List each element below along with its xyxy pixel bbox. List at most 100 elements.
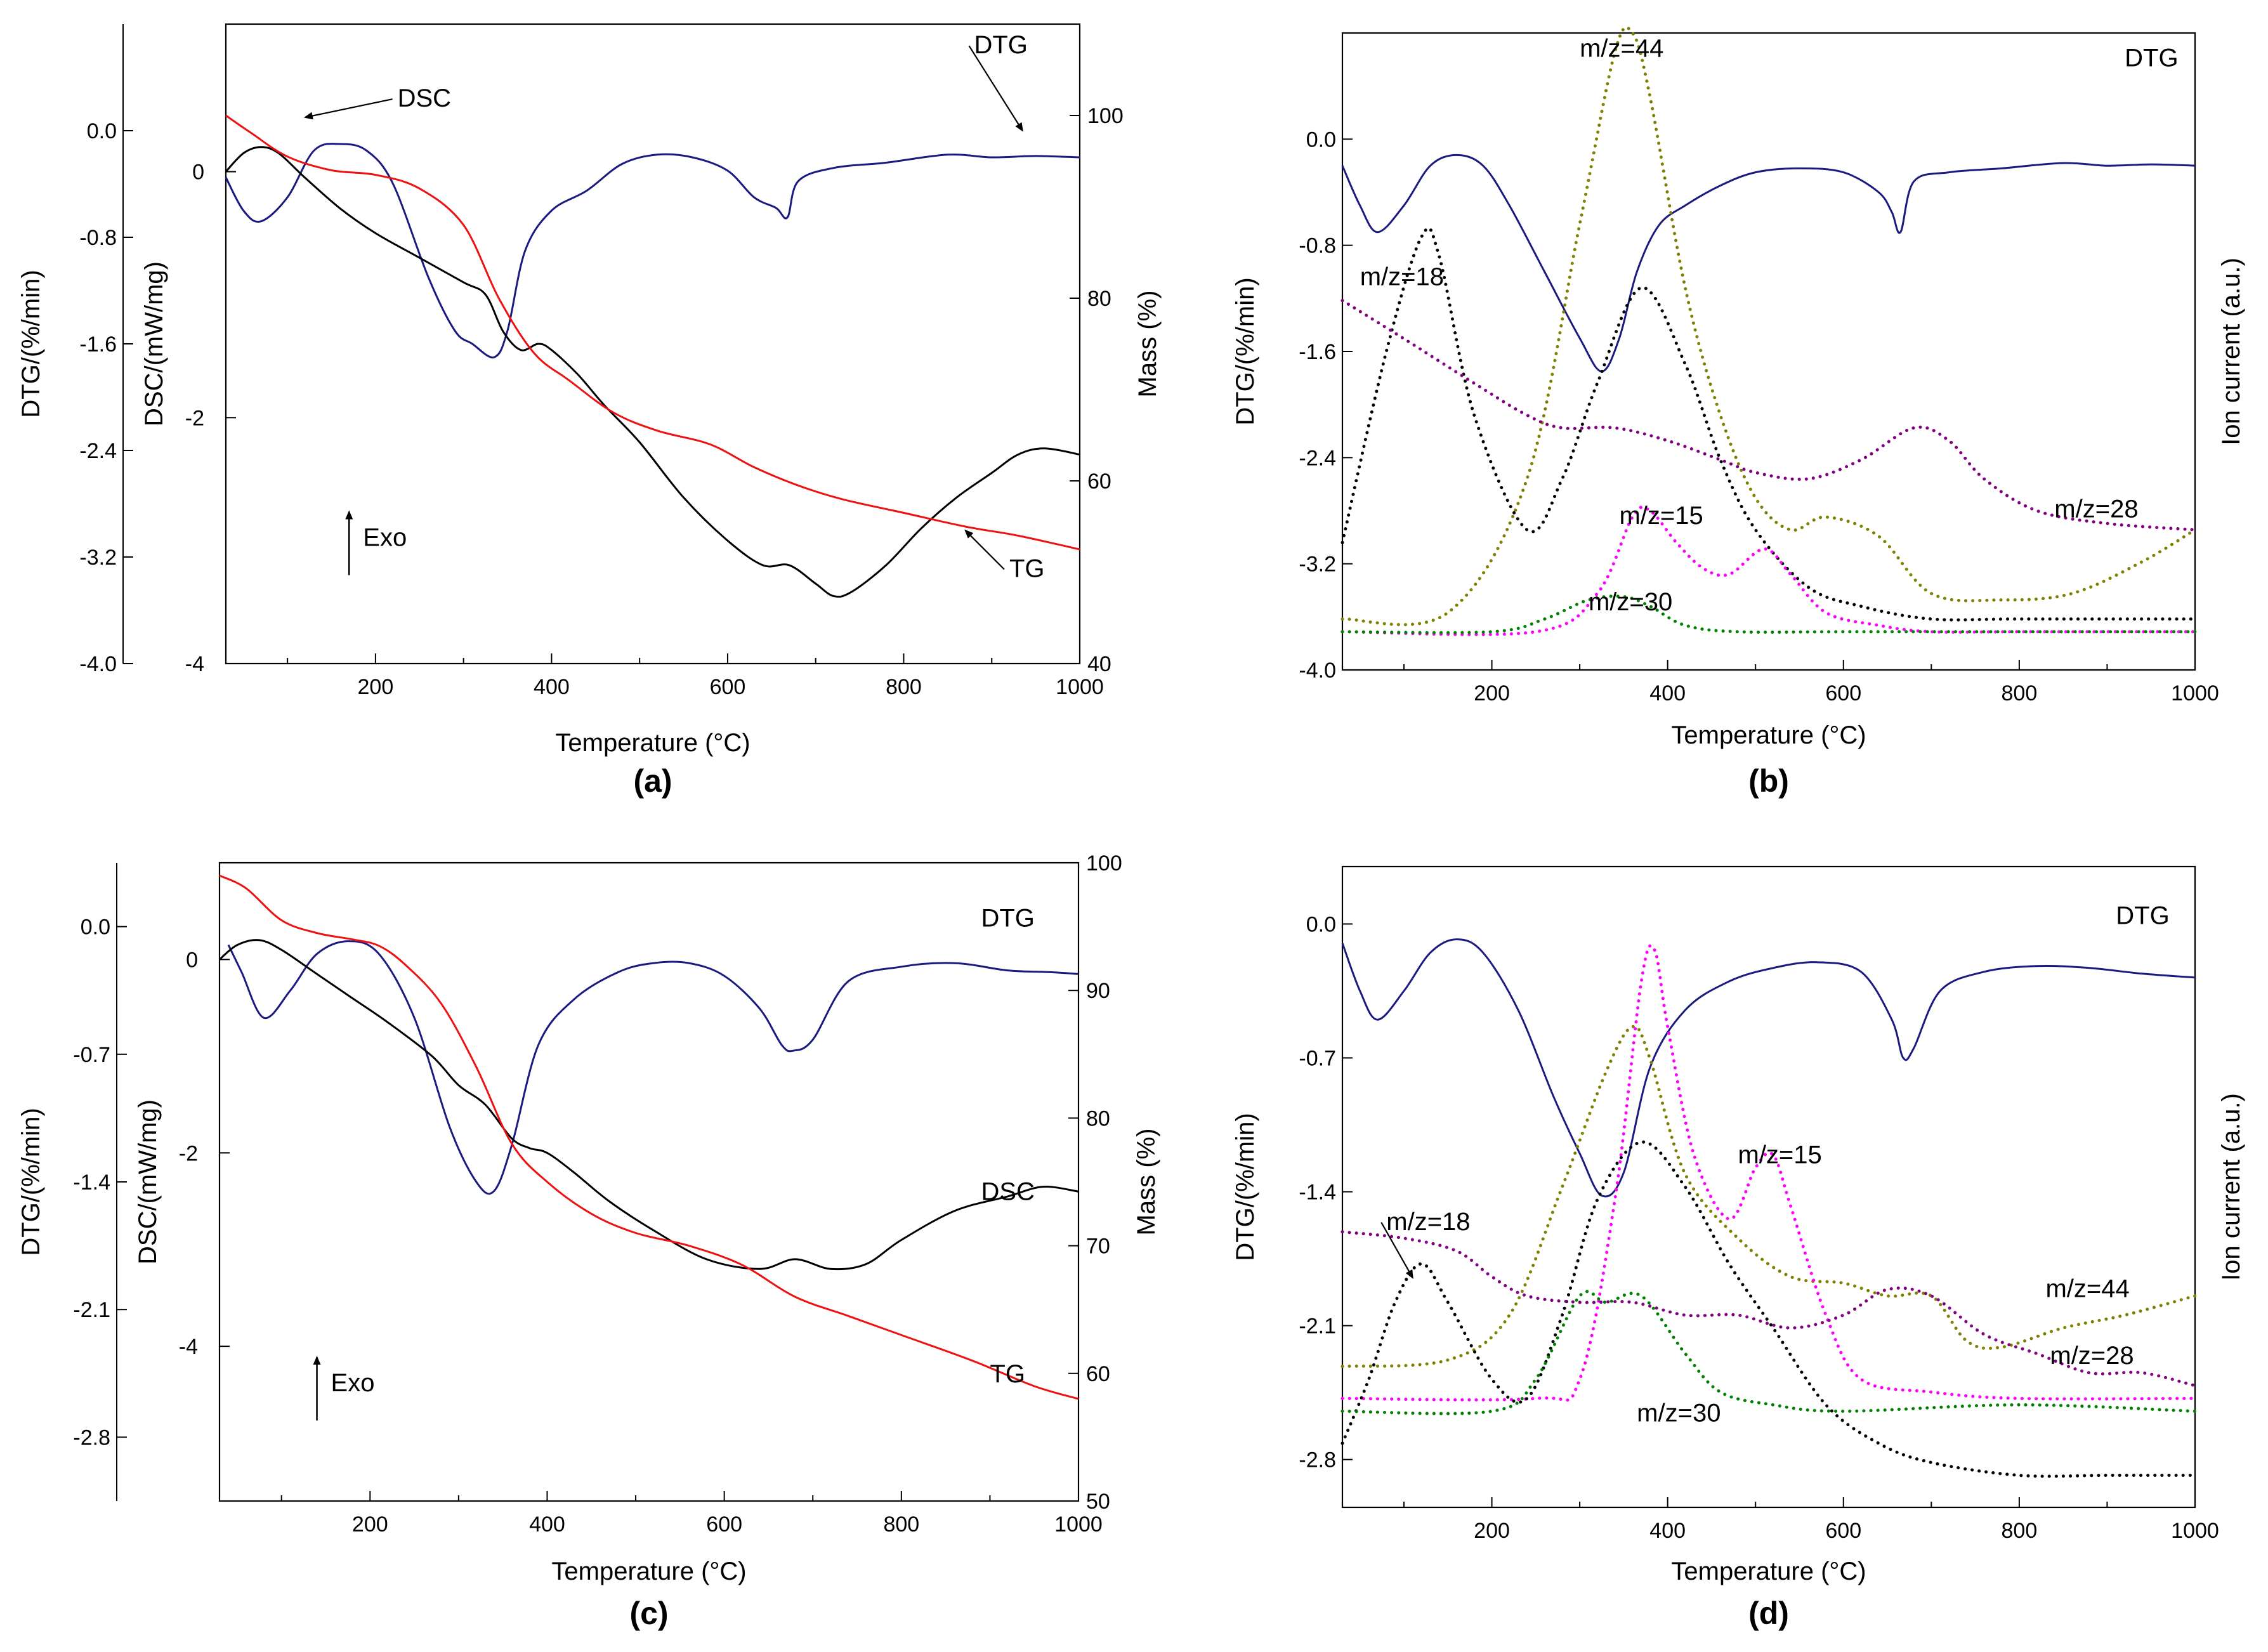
x-tick-label: 400 [534, 675, 570, 699]
panel-b-frame [1341, 32, 2196, 671]
dtg-tick-label: -0.8 [1299, 234, 1336, 258]
dtg-tick-label: 0.0 [81, 915, 110, 940]
dtg-tick-label: 0.0 [87, 119, 117, 143]
annotation-m-z-15: m/z=15 [1619, 502, 1703, 530]
annotation-m-z-18: m/z=18 [1386, 1208, 1470, 1236]
dtg-tick-label: -2.1 [73, 1298, 110, 1322]
dtg-tick-label: -0.7 [1299, 1046, 1336, 1070]
mass-tick-label: 90 [1086, 979, 1110, 1003]
mass-tick-label: 40 [1087, 652, 1111, 676]
dtg-tick-label: -1.4 [1299, 1181, 1336, 1205]
ion-axis-label: Ion current (a.u.) [2217, 1093, 2245, 1281]
dsc-tick-label: -4 [185, 652, 204, 676]
dtg-tick-label: -2.4 [79, 439, 117, 463]
annotation-dtg: DTG [981, 905, 1034, 933]
dtg-tick-label: -1.6 [79, 332, 117, 357]
series-m-z-28 [1340, 1230, 2197, 1387]
annotation-arrow [968, 45, 1023, 132]
caption-c: (c) [629, 1596, 668, 1631]
annotation-m-z-30: m/z=30 [1589, 588, 1672, 616]
x-tick-label: 200 [358, 675, 394, 699]
dtg-tick-label: -3.2 [79, 546, 117, 570]
caption-b: (b) [1748, 763, 1789, 799]
dtg-tick-label: -2.8 [1299, 1448, 1336, 1472]
x-tick-label: 600 [1825, 681, 1861, 705]
dtg-axis-label: DTG/(%/min) [17, 1108, 45, 1255]
x-tick-label: 1000 [1056, 675, 1104, 699]
annotation-tg: TG [990, 1360, 1025, 1388]
mass-tick-label: 70 [1086, 1235, 1110, 1259]
annotation-arrow [303, 98, 393, 120]
annotation-dsc: DSC [981, 1178, 1034, 1206]
x-tick-label: 600 [710, 675, 746, 699]
annotation-m-z-44: m/z=44 [2045, 1275, 2129, 1302]
x-tick-label: 600 [1825, 1519, 1861, 1543]
mass-tick-label: 80 [1087, 287, 1111, 311]
x-tick-label: 1000 [1054, 1512, 1103, 1537]
mass-tick-label: 60 [1087, 469, 1111, 494]
mass-tick-label: 100 [1087, 104, 1124, 128]
panel-c-frame [218, 862, 1080, 1502]
mass-axis-label: Mass (%) [1132, 1129, 1160, 1236]
dtg-tick-label: 0.0 [1306, 912, 1336, 936]
x-tick-label: 600 [706, 1512, 742, 1537]
x-tick-label: 400 [529, 1512, 565, 1537]
annotation-dtg: DTG [2125, 44, 2178, 72]
series-dtg [1341, 154, 2196, 372]
dsc-tick-label: -4 [179, 1335, 198, 1359]
series-dsc [219, 939, 1079, 1271]
series-m-z-28 [1340, 299, 2197, 532]
annotation-m-z-44: m/z=44 [1580, 35, 1663, 63]
dtg-axis-label: DTG/(%/min) [1231, 277, 1259, 425]
dsc-tick-label: 0 [192, 161, 204, 185]
x-tick-label: 800 [886, 675, 922, 699]
series-tg [219, 874, 1079, 1400]
series-m-z-18 [1340, 226, 2197, 622]
x-tick-label: 200 [1474, 681, 1510, 705]
panel-d: 200 400 600 800 1000 Temperature (°C) 0.0 -0.7 -… [1231, 865, 2245, 1631]
dsc-tick-label: -2 [185, 406, 204, 430]
dtg-tick-label: -1.6 [1299, 340, 1336, 364]
dsc-axis-label: DSC/(mW/mg) [134, 1099, 162, 1264]
dsc-tick-label: 0 [186, 948, 198, 972]
mass-tick-label: 80 [1086, 1106, 1110, 1131]
annotation-m-z-15: m/z=15 [1738, 1141, 1822, 1169]
panel-d-frame [1341, 865, 2196, 1509]
series-m-z-15 [1340, 944, 2197, 1402]
x-tick-label: 800 [2002, 681, 2038, 705]
series-tg [225, 114, 1080, 551]
dtg-tick-label: -3.2 [1299, 553, 1336, 577]
mass-axis-label: Mass (%) [1134, 291, 1162, 398]
series-m-z-30 [1340, 1290, 2197, 1415]
series-dtg [225, 143, 1080, 358]
exo-label: Exo [331, 1369, 375, 1397]
x-tick-label: 1000 [2171, 681, 2219, 705]
caption-a: (a) [633, 763, 672, 799]
dsc-axis-label: DSC/(mW/mg) [140, 261, 168, 426]
x-axis-label: Temperature (°C) [1671, 721, 1866, 749]
annotation-m-z-30: m/z=30 [1637, 1399, 1721, 1427]
dtg-tick-label: -0.7 [73, 1043, 110, 1067]
x-axis-label: Temperature (°C) [555, 729, 750, 757]
series-m-z-30 [1340, 594, 2197, 634]
panel-a-frame [225, 23, 1081, 665]
annotation-dsc: DSC [398, 84, 451, 112]
series-m-z-44 [1340, 1025, 2197, 1368]
dtg-tick-label: -4.0 [79, 652, 117, 676]
series-m-z-44 [1340, 25, 2197, 627]
annotation-m-z-28: m/z=28 [2050, 1342, 2134, 1370]
mass-tick-label: 60 [1086, 1362, 1110, 1386]
annotation-dtg: DTG [2116, 901, 2169, 929]
exo-label: Exo [363, 524, 407, 552]
dtg-tick-label: -2.1 [1299, 1314, 1336, 1339]
series-dtg [227, 940, 1079, 1195]
mass-tick-label: 50 [1086, 1490, 1110, 1514]
annotation-arrow [964, 529, 1005, 570]
x-axis-label: Temperature (°C) [551, 1557, 746, 1585]
dtg-axis-label: DTG/(%/min) [17, 270, 45, 417]
mass-tick-label: 100 [1086, 851, 1122, 875]
x-tick-label: 800 [883, 1512, 919, 1537]
dsc-tick-label: -2 [179, 1141, 198, 1165]
caption-d: (d) [1748, 1596, 1789, 1631]
